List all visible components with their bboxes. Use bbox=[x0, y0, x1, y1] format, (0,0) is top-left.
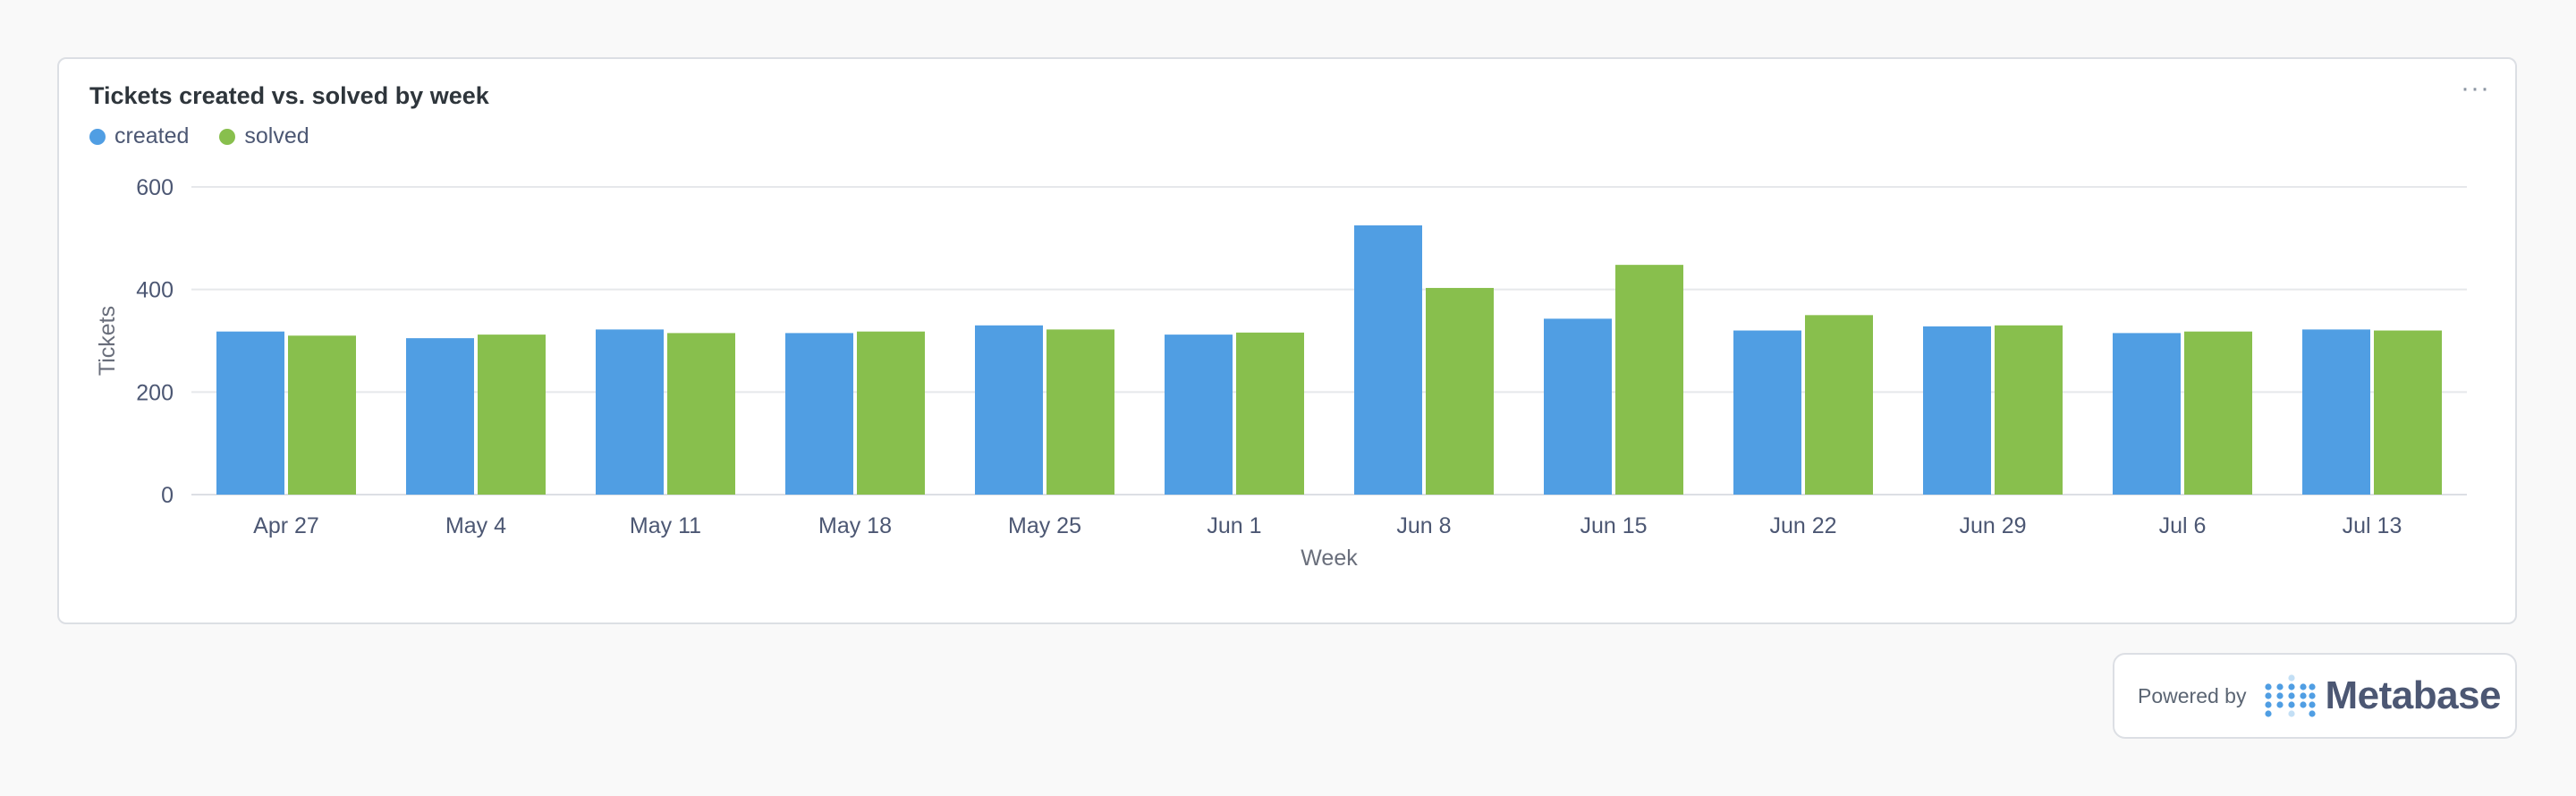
y-axis-title: Tickets bbox=[95, 306, 120, 376]
x-tick-label: May 18 bbox=[818, 513, 892, 538]
metabase-wordmark: Metabase bbox=[2325, 673, 2502, 717]
bar-created[interactable] bbox=[975, 325, 1043, 495]
bar-created[interactable] bbox=[2113, 333, 2181, 495]
legend-item-created[interactable]: created bbox=[89, 123, 189, 149]
x-tick-label: Jun 8 bbox=[1396, 513, 1451, 538]
y-tick-label: 600 bbox=[136, 175, 174, 200]
x-tick-label: Jun 15 bbox=[1580, 513, 1647, 538]
bar-created[interactable] bbox=[596, 329, 664, 495]
bar-created[interactable] bbox=[1354, 225, 1422, 495]
more-options-icon[interactable]: ··· bbox=[2461, 73, 2490, 103]
bar-solved[interactable] bbox=[667, 333, 735, 495]
bar-created[interactable] bbox=[2302, 329, 2370, 495]
legend-dot-created bbox=[89, 128, 106, 145]
chart-card: Tickets created vs. solved by week ··· c… bbox=[57, 57, 2517, 624]
bar-solved[interactable] bbox=[1995, 325, 2063, 495]
bar-created[interactable] bbox=[1923, 326, 1991, 495]
x-tick-label: May 25 bbox=[1008, 513, 1081, 538]
bar-created[interactable] bbox=[406, 338, 474, 495]
bar-solved[interactable] bbox=[1805, 315, 1873, 495]
y-tick-label: 200 bbox=[136, 380, 174, 405]
x-tick-label: May 11 bbox=[630, 513, 701, 538]
x-tick-label: Jun 22 bbox=[1769, 513, 1836, 538]
x-axis-title: Week bbox=[1301, 546, 1358, 571]
bar-solved[interactable] bbox=[288, 335, 356, 495]
y-tick-label: 400 bbox=[136, 278, 174, 303]
bar-created[interactable] bbox=[785, 333, 853, 495]
bar-chart: 0 200 400 600 Apr 27 May 4 May 11 May 18 May 25 J… bbox=[95, 175, 2467, 571]
bar-solved[interactable] bbox=[2184, 331, 2252, 495]
x-tick-label: Jul 6 bbox=[2159, 513, 2207, 538]
powered-by-metabase-badge[interactable]: Powered by Metabase bbox=[2113, 653, 2517, 739]
bar-solved[interactable] bbox=[1046, 329, 1114, 495]
metabase-dots-icon bbox=[2265, 674, 2317, 717]
bar-created[interactable] bbox=[1544, 318, 1612, 495]
legend-label-solved: solved bbox=[244, 123, 309, 148]
bar-solved[interactable] bbox=[1426, 287, 1494, 495]
bar-created[interactable] bbox=[1165, 334, 1233, 495]
bar-created[interactable] bbox=[216, 331, 284, 495]
x-tick-label: Jul 13 bbox=[2343, 513, 2402, 538]
legend-dot-solved bbox=[219, 128, 236, 145]
bar-created[interactable] bbox=[1733, 330, 1801, 495]
bar-solved[interactable] bbox=[1236, 332, 1304, 495]
bar-solved[interactable] bbox=[857, 331, 925, 495]
x-tick-label: Jun 29 bbox=[1959, 513, 2026, 538]
bar-solved[interactable] bbox=[478, 334, 546, 495]
bar-solved[interactable] bbox=[1615, 265, 1683, 495]
chart-legend: created solved bbox=[89, 123, 309, 149]
y-tick-label: 0 bbox=[161, 483, 174, 508]
powered-by-text: Powered by bbox=[2138, 683, 2247, 707]
x-tick-label: Jun 1 bbox=[1207, 513, 1261, 538]
legend-label-created: created bbox=[114, 123, 190, 148]
legend-item-solved[interactable]: solved bbox=[219, 123, 309, 149]
x-tick-label: May 4 bbox=[445, 513, 506, 538]
card-title[interactable]: Tickets created vs. solved by week bbox=[89, 82, 489, 109]
x-tick-label: Apr 27 bbox=[253, 513, 319, 538]
bar-solved[interactable] bbox=[2374, 330, 2442, 495]
